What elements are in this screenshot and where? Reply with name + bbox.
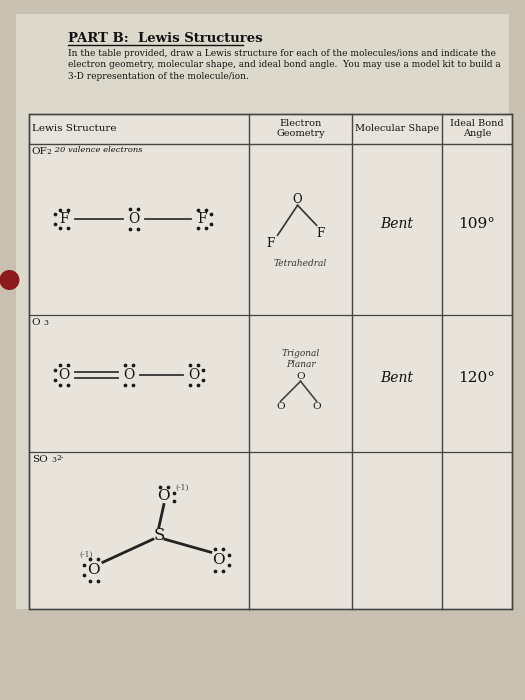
Text: O: O <box>213 553 225 567</box>
Text: (-1): (-1) <box>176 484 190 491</box>
Text: Planar: Planar <box>286 360 316 369</box>
Text: S: S <box>153 526 164 544</box>
Text: Bent: Bent <box>381 371 414 385</box>
Text: F: F <box>266 237 275 250</box>
Text: Electron
Geometry: Electron Geometry <box>276 119 325 139</box>
Circle shape <box>0 270 19 290</box>
Text: Tetrahedral: Tetrahedral <box>274 259 327 267</box>
Text: F: F <box>197 212 207 226</box>
Text: O: O <box>32 318 40 327</box>
Text: PART B:  Lewis Structures: PART B: Lewis Structures <box>68 32 263 45</box>
Text: Trigonal: Trigonal <box>281 349 320 358</box>
Text: Lewis Structure: Lewis Structure <box>32 125 117 133</box>
Text: F: F <box>59 212 69 226</box>
Text: F: F <box>317 227 324 239</box>
Text: 2: 2 <box>47 148 52 155</box>
Bar <box>29 114 512 609</box>
Text: O: O <box>293 193 302 206</box>
Text: O: O <box>312 402 321 411</box>
Text: O: O <box>123 368 134 382</box>
Text: In the table provided, draw a Lewis structure for each of the molecules/ions and: In the table provided, draw a Lewis stru… <box>68 48 501 81</box>
Text: OF: OF <box>32 146 48 155</box>
Text: O: O <box>296 372 305 381</box>
Text: 2-: 2- <box>57 454 65 463</box>
Text: O: O <box>276 402 285 411</box>
Text: 120°: 120° <box>458 371 496 385</box>
Text: 20 valence electrons: 20 valence electrons <box>52 146 142 155</box>
Text: Ideal Bond
Angle: Ideal Bond Angle <box>450 119 503 139</box>
Text: Bent: Bent <box>381 217 414 231</box>
Text: O: O <box>58 368 69 382</box>
Text: (-1): (-1) <box>79 552 92 559</box>
Text: 109°: 109° <box>458 217 496 231</box>
Text: Molecular Shape: Molecular Shape <box>355 125 439 133</box>
Text: O: O <box>88 564 100 577</box>
Text: SO: SO <box>32 454 48 463</box>
Bar <box>0 609 525 700</box>
Text: 3: 3 <box>44 319 49 327</box>
Text: O: O <box>158 489 170 503</box>
Text: 3: 3 <box>51 456 56 463</box>
Text: O: O <box>188 368 200 382</box>
Text: O: O <box>128 212 140 226</box>
